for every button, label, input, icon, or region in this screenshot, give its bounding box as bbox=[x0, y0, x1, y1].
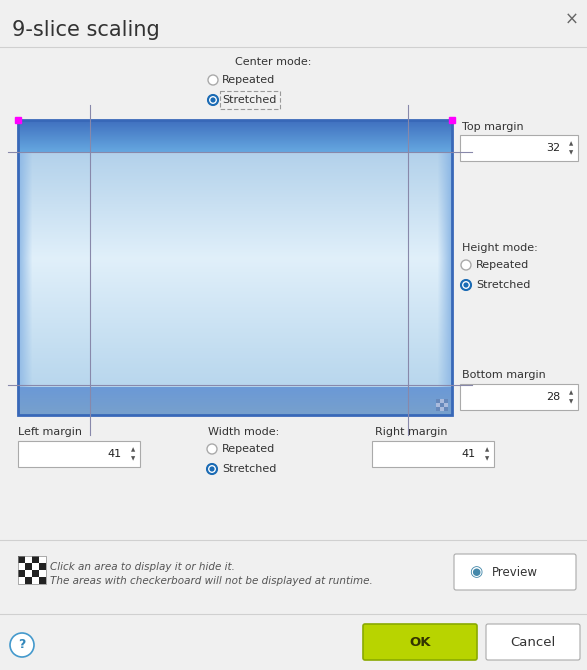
Bar bbox=[436, 407, 440, 411]
Text: ▲: ▲ bbox=[569, 390, 573, 395]
Circle shape bbox=[461, 280, 471, 290]
Circle shape bbox=[461, 260, 471, 270]
Text: Repeated: Repeated bbox=[222, 75, 275, 85]
Bar bbox=[460, 384, 578, 410]
Text: Bottom margin: Bottom margin bbox=[462, 370, 546, 380]
Text: ▼: ▼ bbox=[569, 399, 573, 404]
Bar bbox=[436, 399, 440, 403]
Bar bbox=[18, 570, 25, 577]
Circle shape bbox=[208, 95, 218, 105]
Bar bbox=[18, 120, 452, 415]
Text: Stretched: Stretched bbox=[476, 280, 531, 290]
Text: Click an area to display it or hide it.: Click an area to display it or hide it. bbox=[50, 562, 235, 572]
Bar bbox=[25, 563, 32, 570]
Circle shape bbox=[463, 282, 468, 287]
Text: Preview: Preview bbox=[492, 565, 538, 578]
Bar bbox=[436, 403, 440, 407]
Circle shape bbox=[461, 280, 471, 290]
Text: ▲: ▲ bbox=[131, 447, 135, 452]
Text: Cancel: Cancel bbox=[510, 636, 556, 649]
Bar bbox=[372, 441, 494, 467]
Text: 41: 41 bbox=[462, 449, 476, 459]
Bar bbox=[18, 563, 25, 570]
Bar bbox=[18, 577, 25, 584]
Text: ×: × bbox=[565, 11, 579, 29]
Circle shape bbox=[10, 633, 34, 657]
Text: Right margin: Right margin bbox=[375, 427, 447, 437]
Text: Stretched: Stretched bbox=[222, 95, 276, 105]
Text: 41: 41 bbox=[108, 449, 122, 459]
Text: 9-slice scaling: 9-slice scaling bbox=[12, 20, 160, 40]
Text: Repeated: Repeated bbox=[222, 444, 275, 454]
Text: Left margin: Left margin bbox=[18, 427, 82, 437]
Bar bbox=[25, 570, 32, 577]
Bar bbox=[32, 570, 39, 577]
Bar bbox=[444, 403, 448, 407]
Text: Top margin: Top margin bbox=[462, 122, 524, 132]
Bar bbox=[25, 556, 32, 563]
Bar bbox=[18, 556, 46, 584]
Text: ▲: ▲ bbox=[485, 447, 489, 452]
Bar bbox=[32, 556, 39, 563]
Bar bbox=[32, 563, 39, 570]
Text: Height mode:: Height mode: bbox=[462, 243, 538, 253]
Bar bbox=[39, 556, 46, 563]
Bar bbox=[460, 135, 578, 161]
Text: ◉: ◉ bbox=[470, 565, 483, 580]
Bar bbox=[18, 441, 140, 467]
Bar bbox=[25, 577, 32, 584]
Bar bbox=[440, 407, 444, 411]
Circle shape bbox=[207, 444, 217, 454]
Circle shape bbox=[207, 464, 217, 474]
Bar bbox=[39, 563, 46, 570]
Text: ?: ? bbox=[18, 639, 26, 651]
Bar bbox=[444, 407, 448, 411]
Text: ▼: ▼ bbox=[569, 150, 573, 155]
Circle shape bbox=[207, 464, 217, 474]
Bar bbox=[39, 577, 46, 584]
Bar bbox=[39, 570, 46, 577]
Text: Center mode:: Center mode: bbox=[235, 57, 311, 67]
Circle shape bbox=[208, 75, 218, 85]
Text: ▼: ▼ bbox=[131, 456, 135, 461]
Circle shape bbox=[210, 466, 215, 472]
Text: The areas with checkerboard will not be displayed at runtime.: The areas with checkerboard will not be … bbox=[50, 576, 373, 586]
Text: 32: 32 bbox=[546, 143, 560, 153]
Text: 28: 28 bbox=[546, 392, 560, 402]
Circle shape bbox=[208, 95, 218, 105]
Text: Stretched: Stretched bbox=[222, 464, 276, 474]
Text: ▲: ▲ bbox=[569, 141, 573, 146]
Circle shape bbox=[210, 97, 215, 103]
Text: Width mode:: Width mode: bbox=[208, 427, 279, 437]
Text: ▼: ▼ bbox=[485, 456, 489, 461]
Bar bbox=[32, 577, 39, 584]
Bar bbox=[18, 556, 25, 563]
FancyBboxPatch shape bbox=[486, 624, 580, 660]
Bar bbox=[440, 403, 444, 407]
Text: OK: OK bbox=[409, 636, 431, 649]
Bar bbox=[440, 399, 444, 403]
Text: Repeated: Repeated bbox=[476, 260, 529, 270]
FancyBboxPatch shape bbox=[363, 624, 477, 660]
Bar bbox=[444, 399, 448, 403]
FancyBboxPatch shape bbox=[454, 554, 576, 590]
